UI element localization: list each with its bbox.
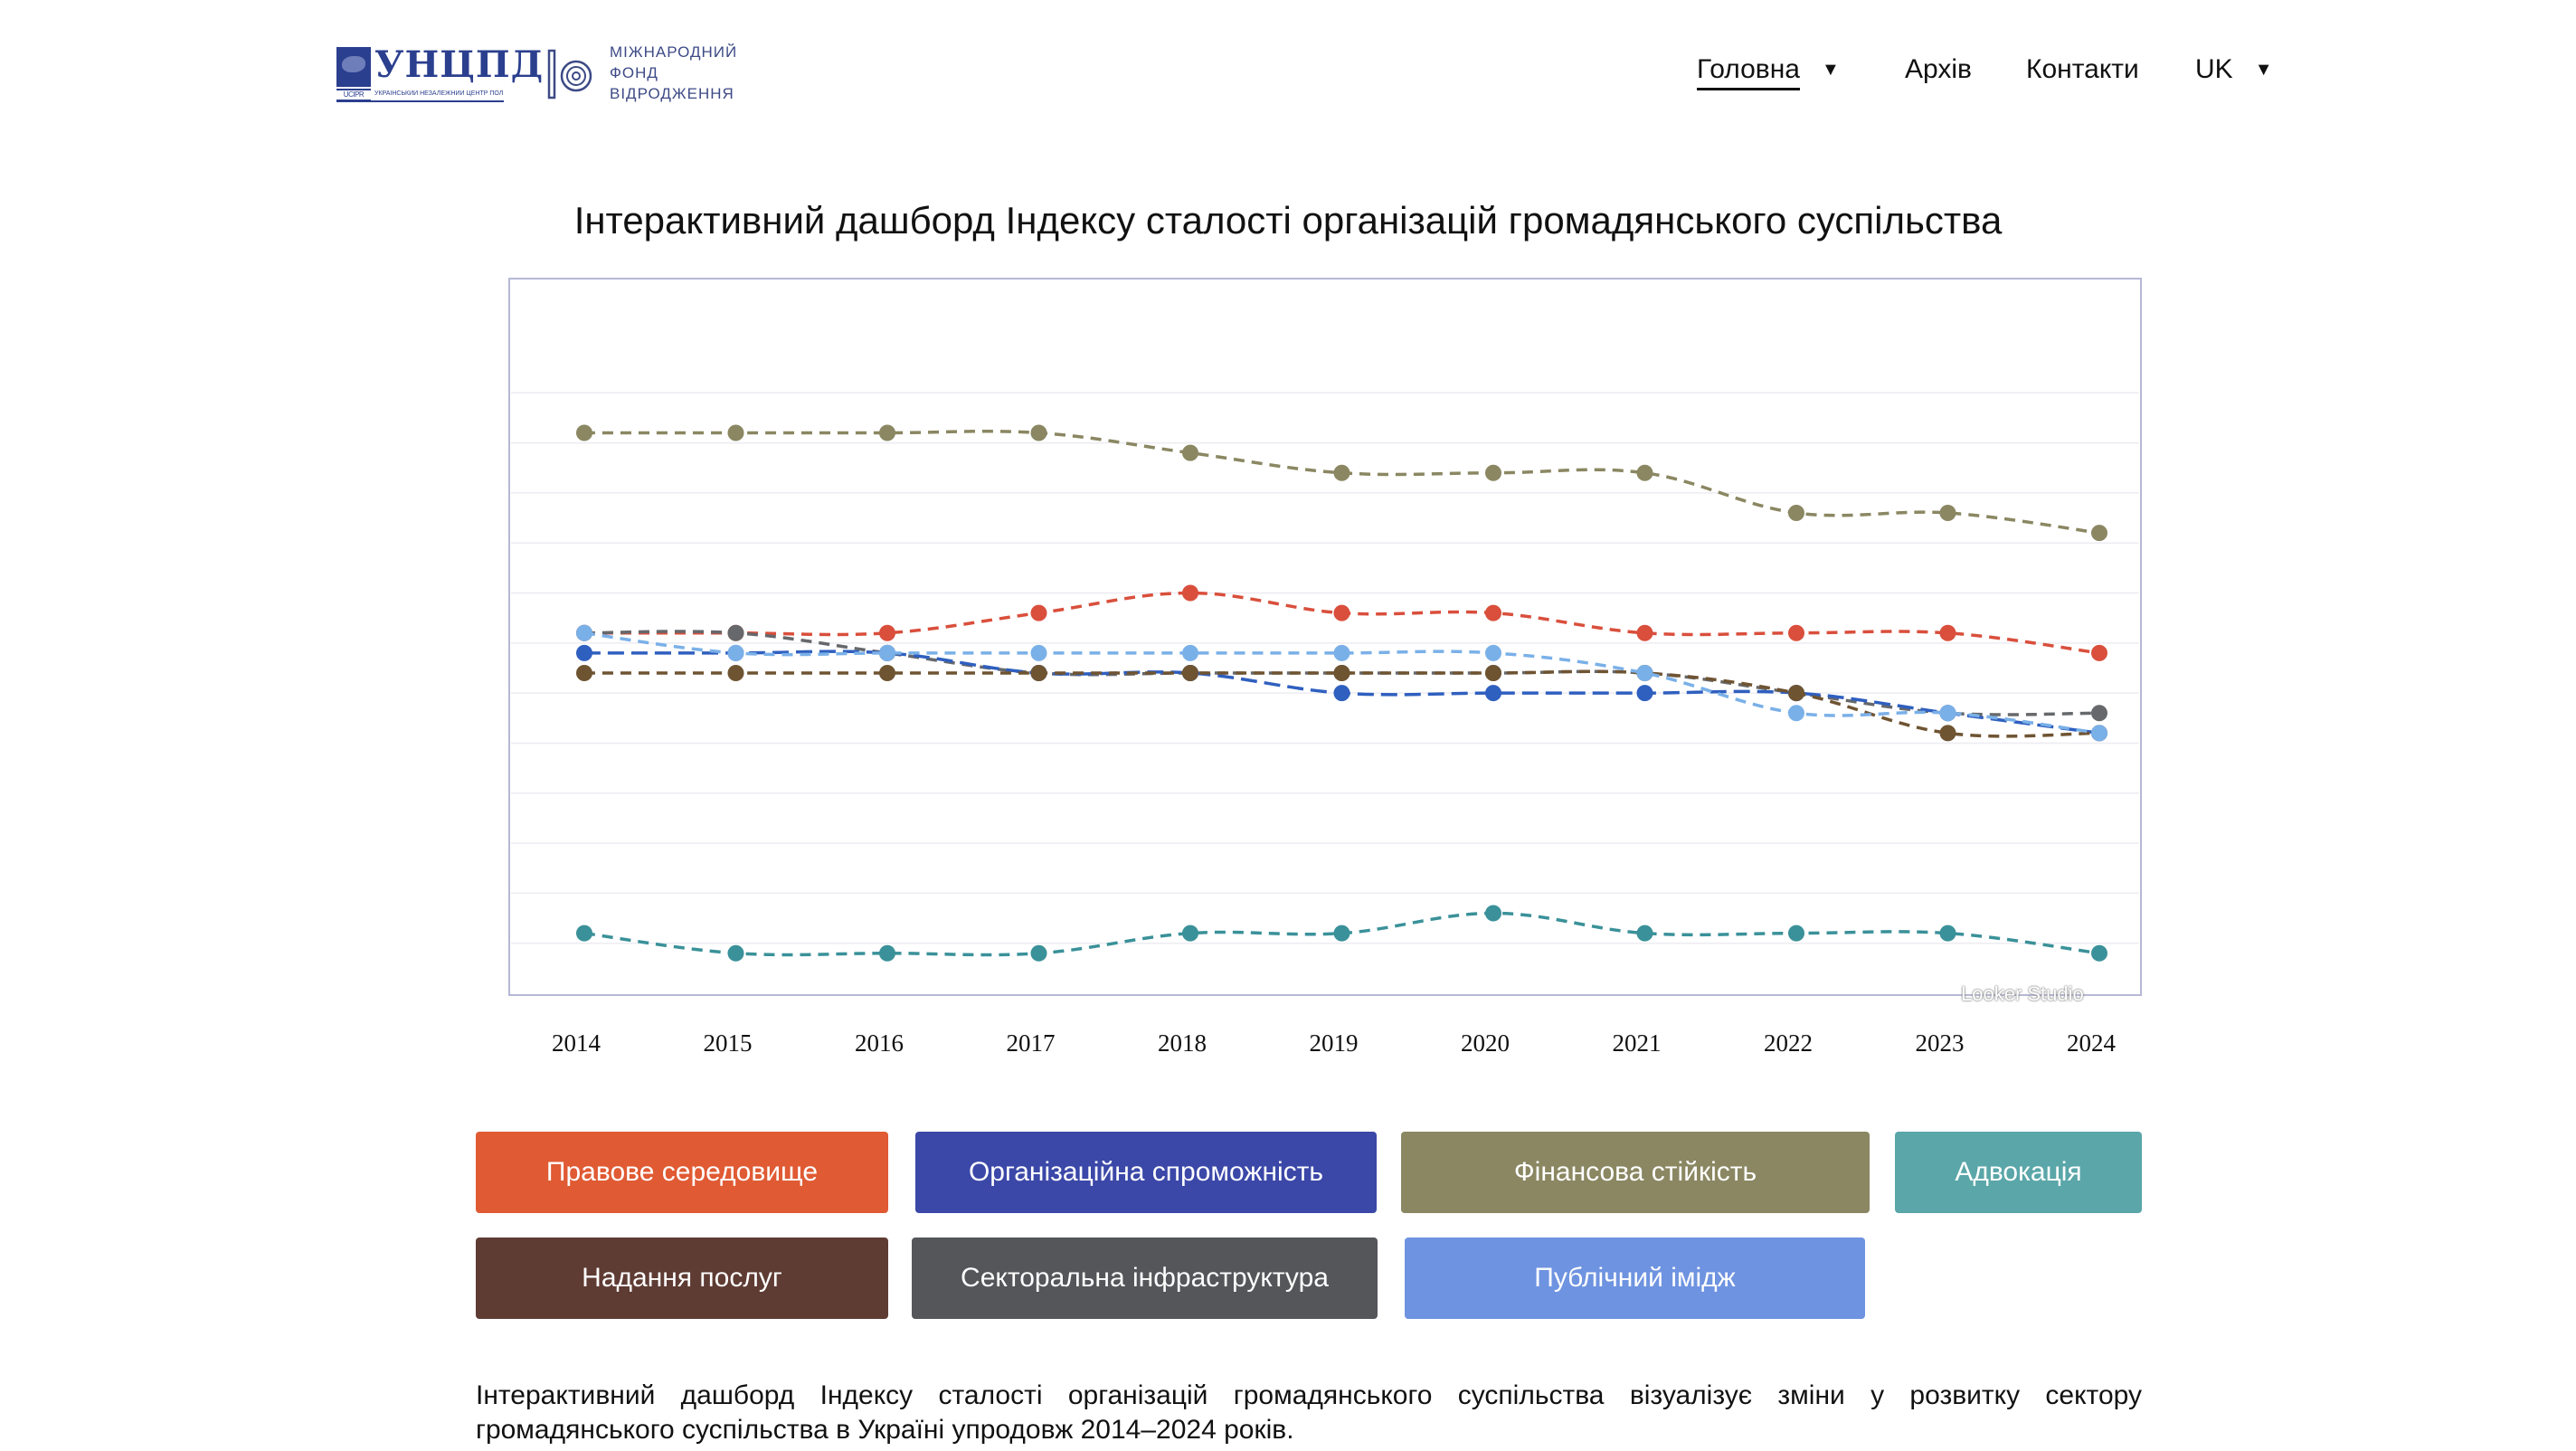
- nav-item-home[interactable]: Головна ▼: [1697, 54, 1840, 90]
- x-tick-label: 2015: [704, 1029, 753, 1057]
- x-tick-label: 2016: [855, 1029, 904, 1057]
- caret-down-icon[interactable]: ▼: [2254, 60, 2273, 80]
- nav-home-label[interactable]: Головна: [1697, 54, 1800, 90]
- financial-viability-button[interactable]: Фінансова стійкість: [1401, 1132, 1870, 1213]
- service-provision-button[interactable]: Надання послуг: [476, 1238, 888, 1319]
- public-image-button[interactable]: Публічний імідж: [1405, 1238, 1865, 1319]
- x-tick-label: 2018: [1158, 1029, 1207, 1057]
- x-tick-label: 2023: [1916, 1029, 1965, 1057]
- x-tick-label: 2014: [552, 1029, 601, 1057]
- x-tick-label: 2024: [2067, 1029, 2117, 1057]
- organizational-capacity-button[interactable]: Організаційна спроможність: [915, 1132, 1377, 1213]
- logo-tagline: УКРАЇНСЬКИЙ НЕЗАЛЕЖНИЙ ЦЕНТР ПОЛІТИЧНИХ …: [374, 90, 504, 97]
- language-label[interactable]: UK: [2195, 54, 2233, 84]
- nav-item-archive[interactable]: Архів: [1905, 54, 1972, 90]
- site-header: UCIPR УНЦПД УКРАЇНСЬКИЙ НЕЗАЛЕЖНИЙ ЦЕНТР…: [0, 0, 2576, 145]
- nav-contacts-label[interactable]: Контакти: [2026, 54, 2139, 84]
- x-tick-label: 2017: [1007, 1029, 1056, 1057]
- nav-item-contacts[interactable]: Контакти: [2026, 54, 2139, 90]
- irf-mark-icon: [547, 49, 592, 100]
- logo-flag-caption: UCIPR: [336, 89, 371, 101]
- legal-environment-button[interactable]: Правове середовище: [476, 1132, 888, 1213]
- irf-logo-line: ВІДРОДЖЕННЯ: [610, 85, 734, 102]
- dashboard-description: Інтерактивний дашборд Індексу сталості о…: [476, 1380, 2142, 1445]
- looker-studio-watermark: Looker Studio: [1961, 982, 2084, 1005]
- x-tick-label: 2020: [1461, 1029, 1510, 1057]
- irf-logo-line: МІЖНАРОДНИЙ: [610, 43, 738, 61]
- language-selector[interactable]: UK ▼: [2195, 54, 2272, 90]
- x-tick-label: 2019: [1310, 1029, 1359, 1057]
- chart-frame: [508, 278, 2142, 996]
- page-title: Інтерактивний дашборд Індексу сталості о…: [573, 199, 2003, 242]
- nav-archive-label[interactable]: Архів: [1905, 54, 1972, 84]
- irf-logo-line: ФОНД: [610, 64, 658, 81]
- sectoral-infrastructure-button[interactable]: Секторальна інфраструктура: [912, 1238, 1378, 1319]
- irf-logo[interactable]: МІЖНАРОДНИЙ ФОНД ВІДРОДЖЕННЯ: [546, 42, 763, 107]
- logo-text: УНЦПД: [374, 43, 545, 86]
- x-tick-label: 2021: [1613, 1029, 1662, 1057]
- x-tick-label: 2022: [1764, 1029, 1813, 1057]
- caret-down-icon[interactable]: ▼: [1821, 60, 1840, 80]
- ucipr-logo[interactable]: UCIPR УНЦПД УКРАЇНСЬКИЙ НЕЗАЛЕЖНИЙ ЦЕНТР…: [336, 43, 543, 105]
- globe-icon: [336, 47, 371, 87]
- advocacy-button[interactable]: Адвокація: [1895, 1132, 2142, 1213]
